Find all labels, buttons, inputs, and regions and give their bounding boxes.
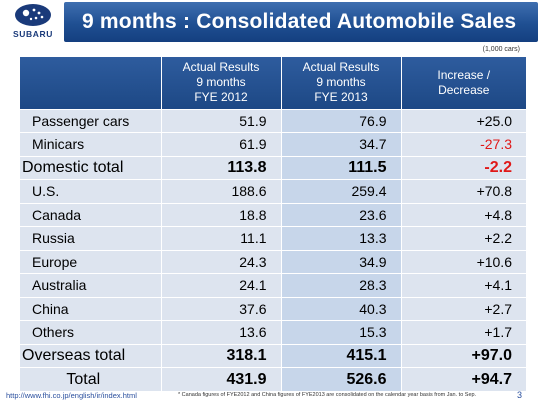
fye2013-value: 76.9 — [280, 108, 401, 133]
fye2012-value: 13.6 — [160, 320, 281, 344]
fye2012-value: 61.9 — [160, 132, 281, 156]
change-value: +97.0 — [400, 343, 526, 368]
fye2013-value: 34.9 — [280, 249, 401, 274]
row-label: Europe — [20, 249, 161, 274]
page-title: 9 months : Consolidated Automobile Sales — [82, 10, 517, 33]
change-value: +2.7 — [400, 296, 526, 321]
change-value: +1.7 — [400, 320, 526, 344]
page-number: 3 — [516, 390, 522, 400]
change-value: -2.2 — [400, 155, 526, 180]
column-header-2: Actual Results 9 months FYE 2013 — [280, 57, 401, 109]
fye2012-value: 188.6 — [160, 179, 281, 203]
row-label: Passenger cars — [20, 108, 161, 133]
table-row: Overseas total 318.1 415.1 +97.0 — [20, 343, 526, 368]
fye2013-value: 415.1 — [280, 343, 401, 368]
table-row: Minicars 61.9 34.7 -27.3 — [20, 132, 526, 156]
slide-footer: http://www.fhi.co.jp/english/ir/index.ht… — [0, 388, 540, 405]
fye2012-value: 113.8 — [160, 155, 281, 180]
table-row: Europe 24.3 34.9 +10.6 — [20, 249, 526, 274]
table-row: Passenger cars 51.9 76.9 +25.0 — [20, 108, 526, 133]
change-value: +25.0 — [400, 108, 526, 133]
column-header-0 — [20, 57, 161, 109]
fye2013-value: 259.4 — [280, 179, 401, 203]
fye2013-value: 28.3 — [280, 273, 401, 297]
row-label: Russia — [20, 226, 161, 250]
footer-url-link[interactable]: http://www.fhi.co.jp/english/ir/index.ht… — [6, 391, 137, 400]
row-label: Canada — [20, 202, 161, 227]
table-row: Domestic total 113.8 111.5 -2.2 — [20, 155, 526, 180]
fye2012-value: 24.3 — [160, 249, 281, 274]
pleiades-star-icon — [15, 4, 51, 26]
fye2012-value: 37.6 — [160, 296, 281, 321]
table-row: Russia 11.1 13.3 +2.2 — [20, 226, 526, 250]
unit-note: (1,000 cars) — [482, 46, 520, 53]
column-header-1: Actual Results 9 months FYE 2012 — [160, 57, 281, 109]
table-row: Others 13.6 15.3 +1.7 — [20, 320, 526, 344]
fye2012-value: 318.1 — [160, 343, 281, 368]
subaru-logo: SUBARU — [4, 3, 62, 41]
table-row: China 37.6 40.3 +2.7 — [20, 296, 526, 321]
fye2013-value: 34.7 — [280, 132, 401, 156]
fye2013-value: 40.3 — [280, 296, 401, 321]
fye2012-value: 24.1 — [160, 273, 281, 297]
sales-table: Actual Results 9 months FYE 2012 Actual Res… — [20, 57, 526, 391]
row-label: China — [20, 296, 161, 321]
fye2013-value: 23.6 — [280, 202, 401, 227]
row-label: Overseas total — [20, 343, 161, 368]
fye2012-value: 51.9 — [160, 108, 281, 133]
table-row: Canada 18.8 23.6 +4.8 — [20, 202, 526, 227]
row-label: Minicars — [20, 132, 161, 156]
change-value: +2.2 — [400, 226, 526, 250]
row-label: Others — [20, 320, 161, 344]
slide-header: SUBARU 9 months : Consolidated Automobil… — [0, 0, 540, 44]
change-value: +10.6 — [400, 249, 526, 274]
column-header-3: Increase / Decrease — [400, 57, 526, 109]
table-row: Total 431.9 526.6 +94.7 — [20, 367, 526, 391]
row-label: Domestic total — [20, 155, 161, 180]
fye2013-value: 526.6 — [280, 367, 401, 391]
row-label: Australia — [20, 273, 161, 297]
fye2013-value: 13.3 — [280, 226, 401, 250]
change-value: -27.3 — [400, 132, 526, 156]
fye2013-value: 15.3 — [280, 320, 401, 344]
change-value: +70.8 — [400, 179, 526, 203]
row-label: U.S. — [20, 179, 161, 203]
fye2013-value: 111.5 — [280, 155, 401, 180]
table-row: Australia 24.1 28.3 +4.1 — [20, 273, 526, 297]
change-value: +94.7 — [400, 367, 526, 391]
table-row: U.S. 188.6 259.4 +70.8 — [20, 179, 526, 203]
change-value: +4.8 — [400, 202, 526, 227]
table-header-row: Actual Results 9 months FYE 2012 Actual Res… — [20, 57, 526, 109]
fye2012-value: 18.8 — [160, 202, 281, 227]
title-bar: 9 months : Consolidated Automobile Sales — [64, 2, 538, 42]
change-value: +4.1 — [400, 273, 526, 297]
row-label: Total — [20, 367, 161, 391]
footnote: * Canada figures of FYE2012 and China fi… — [178, 392, 477, 398]
fye2012-value: 11.1 — [160, 226, 281, 250]
logo-text: SUBARU — [13, 29, 53, 39]
table-body: Passenger cars 51.9 76.9 +25.0 Minicars 61.9 3… — [20, 108, 526, 391]
fye2012-value: 431.9 — [160, 367, 281, 391]
